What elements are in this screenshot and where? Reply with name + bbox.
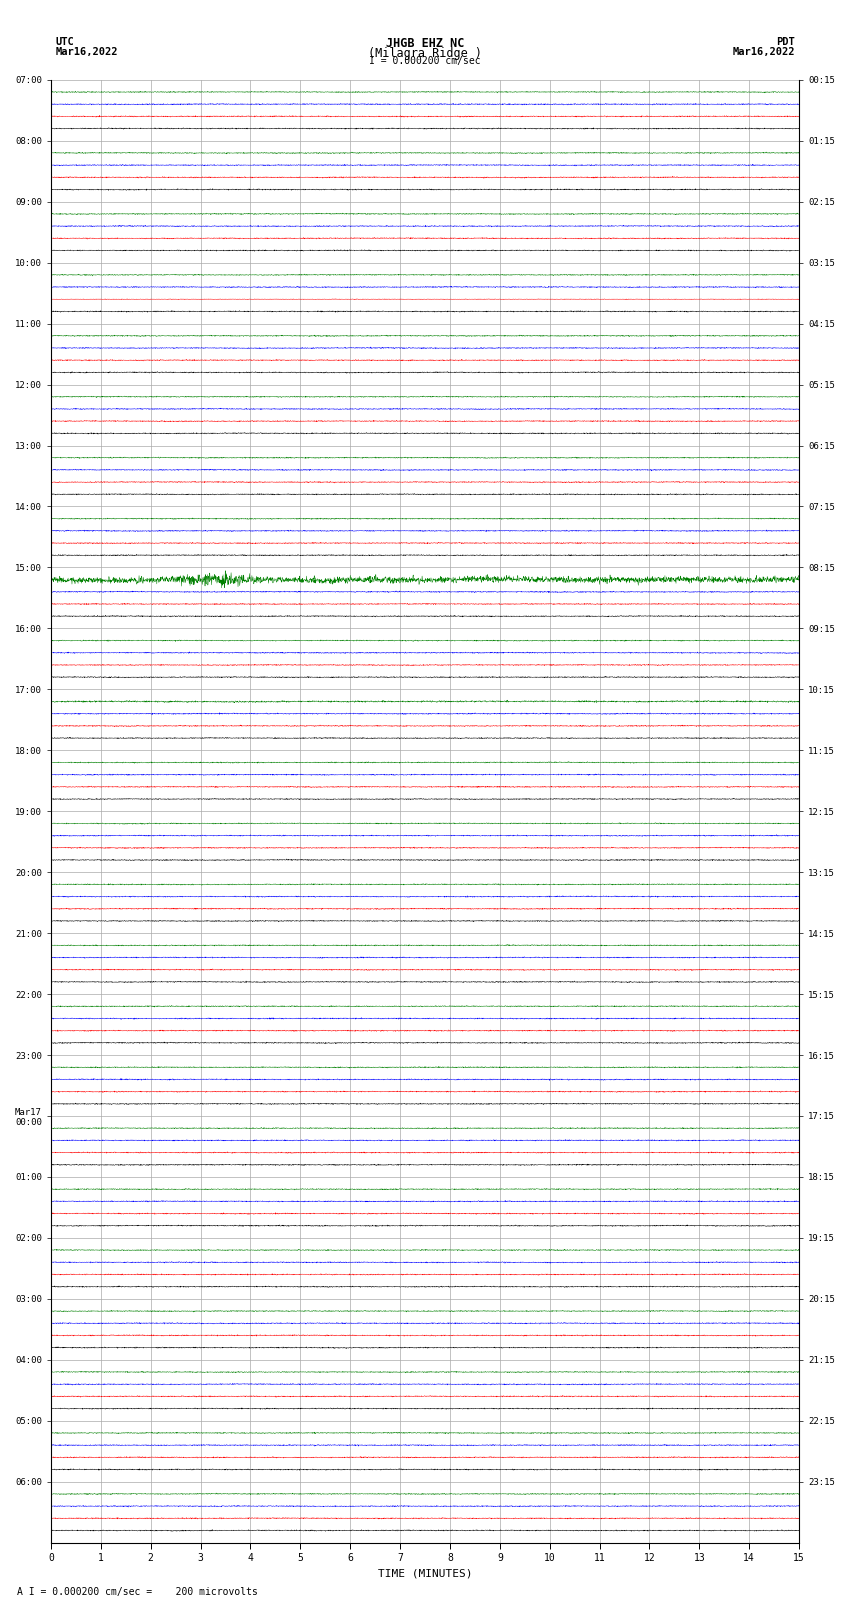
- Text: Mar16,2022: Mar16,2022: [55, 47, 118, 56]
- Text: UTC: UTC: [55, 37, 74, 47]
- Text: JHGB EHZ NC: JHGB EHZ NC: [386, 37, 464, 50]
- Text: (Milagra Ridge ): (Milagra Ridge ): [368, 47, 482, 60]
- X-axis label: TIME (MINUTES): TIME (MINUTES): [377, 1569, 473, 1579]
- Text: PDT: PDT: [776, 37, 795, 47]
- Text: I = 0.000200 cm/sec: I = 0.000200 cm/sec: [369, 56, 481, 66]
- Text: Mar16,2022: Mar16,2022: [732, 47, 795, 56]
- Text: A I = 0.000200 cm/sec =    200 microvolts: A I = 0.000200 cm/sec = 200 microvolts: [17, 1587, 258, 1597]
